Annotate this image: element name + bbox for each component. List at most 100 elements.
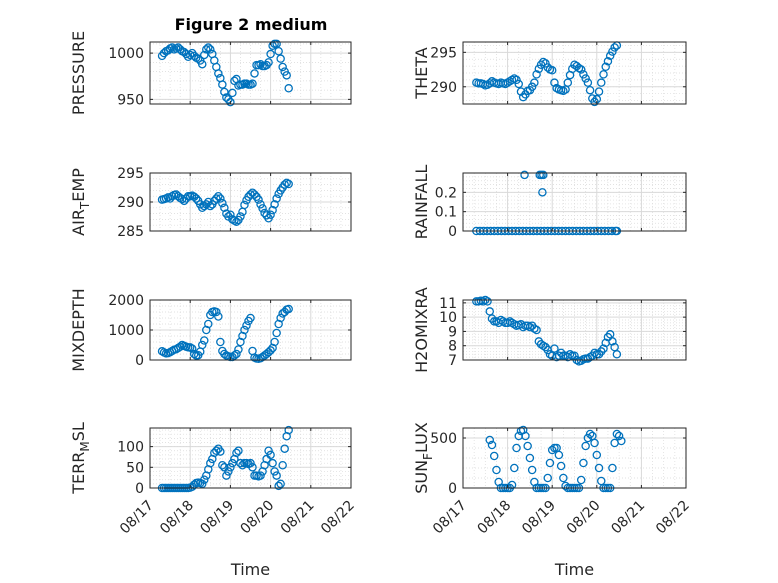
y-axis-label: SUNFLUX [412, 422, 435, 494]
data-point [284, 84, 293, 93]
data-point [520, 170, 529, 180]
data-point [204, 319, 213, 329]
data-point [512, 75, 521, 85]
data-point [612, 350, 622, 359]
data-point [605, 51, 615, 61]
data-point [218, 198, 227, 208]
y-tick-label: 1000 [108, 323, 144, 339]
y-axis-label: THETA [412, 47, 431, 99]
data-point [532, 70, 541, 79]
data-point [270, 337, 279, 347]
data-point [234, 345, 243, 354]
data-point [585, 85, 595, 95]
data-point [274, 481, 283, 491]
x-tick-label: 08/19 [197, 498, 237, 538]
data-point [608, 47, 617, 56]
data-point [200, 336, 209, 345]
y-tick-label: 0 [448, 481, 457, 497]
data-point [608, 463, 617, 473]
data-point [240, 325, 249, 335]
y-tick-label: 0 [135, 353, 144, 369]
data-point [585, 429, 595, 439]
axes-box [462, 172, 687, 232]
data-point [514, 79, 524, 89]
x-tick-label: 08/20 [238, 498, 278, 538]
data-point [250, 69, 259, 78]
axes-box [462, 427, 687, 489]
data-point [226, 210, 235, 220]
data-point [198, 479, 207, 489]
data-point [284, 179, 293, 189]
data-point [539, 170, 548, 180]
data-point [608, 337, 617, 346]
data-point [545, 458, 555, 468]
data-point [536, 340, 546, 349]
axes-box [149, 427, 352, 489]
data-point [264, 58, 273, 67]
data-point [232, 349, 241, 359]
data-point [214, 191, 223, 201]
axes-box [462, 299, 687, 361]
data-point [206, 458, 215, 468]
subplot-7: 0 50 100 TERRMSL 08/17 08/18 08/19 08/20 08/21 08… [69, 422, 358, 579]
data-point [603, 57, 613, 66]
y-tick-label: 295 [117, 166, 144, 182]
data-point [532, 325, 541, 335]
y-axis-label: PRESSURE [69, 31, 88, 115]
y-axis-label-subscript: M [78, 441, 92, 451]
y-tick-label: 50 [126, 460, 144, 476]
y-axis-label: TERRMSL [69, 422, 92, 495]
data-point [550, 344, 559, 353]
y-tick-label: 295 [430, 45, 457, 61]
data-point [579, 458, 588, 468]
data-point [485, 435, 495, 445]
x-tick-label: 08/18 [475, 498, 515, 538]
y-axis-label-part: LUX [412, 422, 431, 453]
data-point [232, 217, 241, 226]
figure-title: Figure 2 medium [175, 15, 328, 34]
data-point [246, 458, 255, 468]
data-point [601, 62, 610, 72]
y-axis-label-part: SL [69, 422, 88, 441]
data-point [527, 465, 537, 475]
data-point [512, 443, 521, 453]
data-point [583, 354, 593, 363]
data-point [559, 473, 568, 483]
data-point [487, 440, 497, 450]
data-point [521, 431, 530, 441]
y-axis-label: MIXDEPTH [69, 288, 88, 371]
y-tick-label: 1000 [108, 46, 144, 62]
data-point [581, 74, 590, 83]
data-point [226, 463, 235, 472]
y-tick-label: 10 [439, 310, 457, 326]
data-point [527, 82, 537, 92]
data-point [599, 344, 608, 353]
y-tick-label: 500 [430, 431, 457, 447]
data-point [206, 45, 215, 54]
data-point [280, 180, 289, 189]
data-point [214, 312, 223, 321]
data-point [538, 188, 547, 197]
data-point [258, 204, 267, 213]
x-tick-label: 08/20 [564, 498, 604, 538]
y-axis-label: H2OMIXRA [412, 287, 431, 373]
y-axis-label-part: AIR [69, 209, 88, 236]
x-axis-label: Time [230, 560, 270, 579]
data-point [543, 473, 552, 483]
data-point [248, 79, 257, 88]
data-point [232, 448, 241, 458]
x-tick-label: 08/22 [318, 498, 358, 538]
data-point [276, 313, 285, 323]
data-point [214, 69, 223, 78]
y-tick-label: 290 [117, 195, 144, 211]
y-tick-label: 0 [448, 224, 457, 240]
y-tick-label: 290 [430, 80, 457, 96]
data-point [510, 463, 519, 473]
data-point [610, 43, 619, 52]
data-point [525, 453, 535, 463]
data-point [167, 43, 177, 52]
data-point [597, 78, 606, 87]
data-point [216, 447, 225, 456]
data-point [507, 480, 517, 490]
